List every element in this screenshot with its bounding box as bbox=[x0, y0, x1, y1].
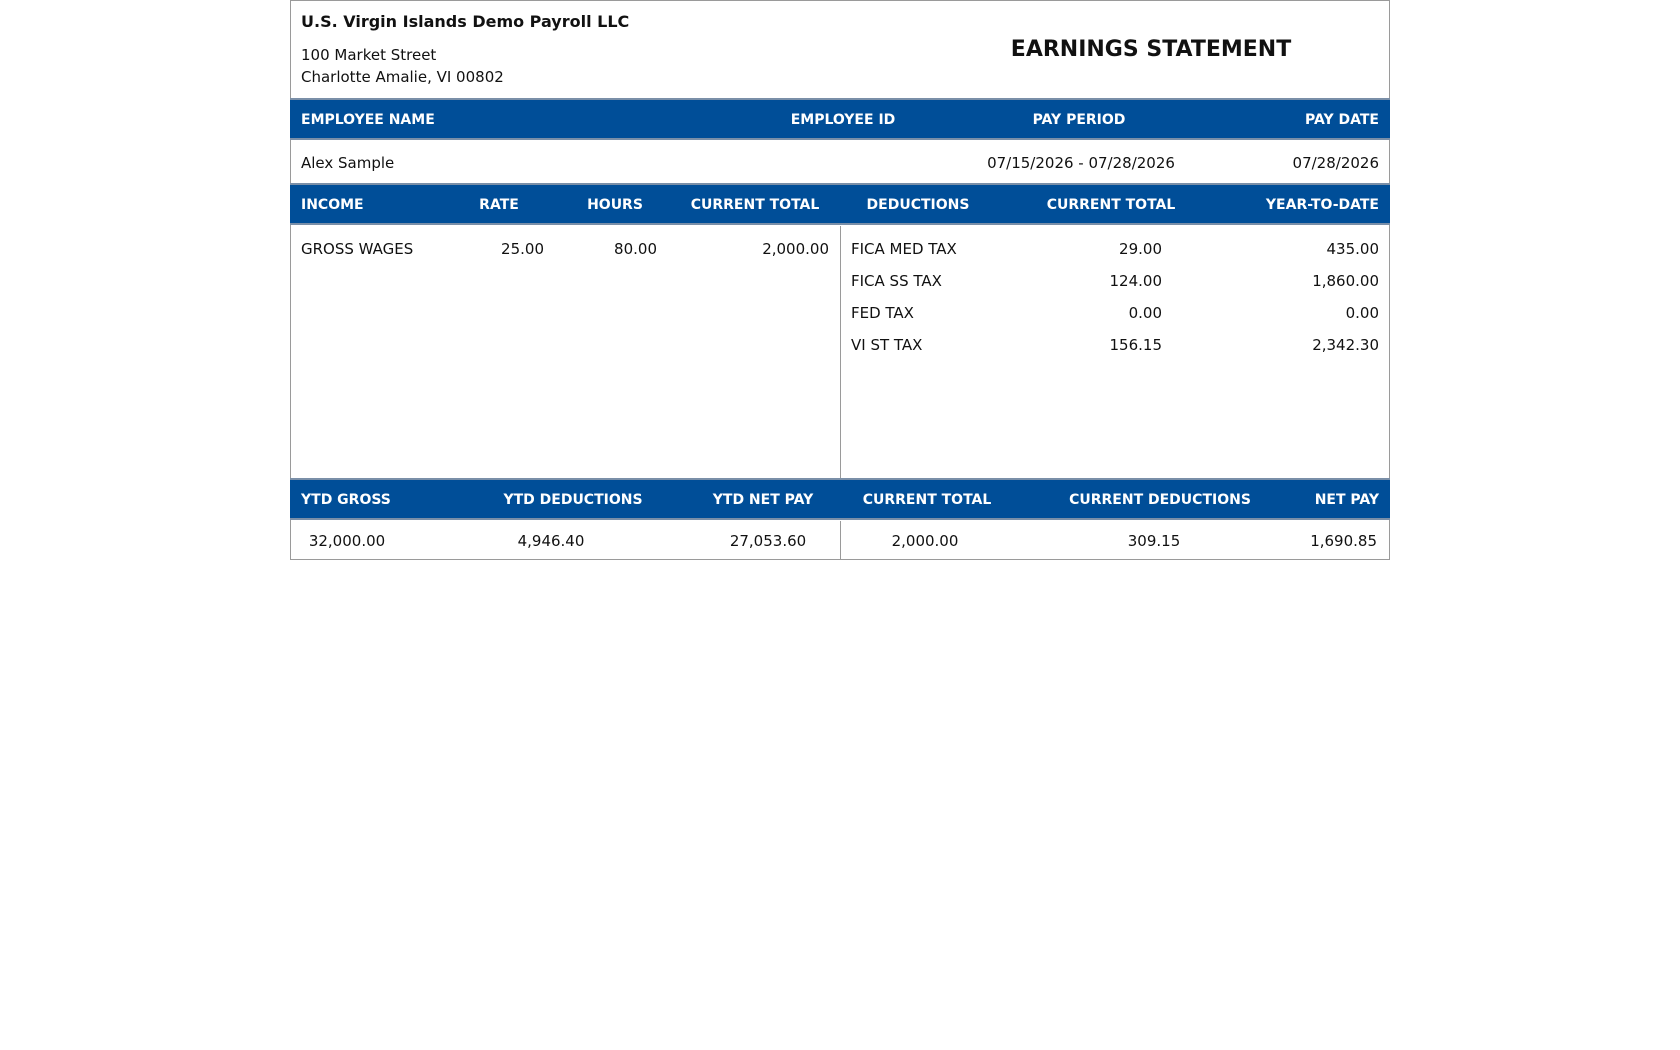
deduction-item: VI ST TAX bbox=[851, 336, 923, 354]
deduction-current: 156.15 bbox=[1109, 336, 1163, 354]
column-header: YTD NET PAY bbox=[712, 492, 814, 508]
header-band bbox=[290, 478, 1390, 520]
column-header: RATE bbox=[479, 197, 519, 213]
column-header: CURRENT TOTAL bbox=[690, 197, 820, 213]
deduction-ytd: 2,342.30 bbox=[1312, 336, 1379, 354]
deduction-current: 29.00 bbox=[1119, 240, 1162, 258]
income-rate: 25.00 bbox=[501, 240, 544, 258]
pay-period: 07/15/2026 - 07/28/2026 bbox=[987, 154, 1175, 172]
income-hours: 80.00 bbox=[614, 240, 657, 258]
deduction-ytd: 435.00 bbox=[1326, 240, 1380, 258]
pay-date: 07/28/2026 bbox=[1292, 154, 1379, 172]
column-header: INCOME bbox=[301, 197, 364, 213]
column-header: YTD GROSS bbox=[301, 492, 391, 508]
column-header: PAY PERIOD bbox=[1032, 112, 1126, 128]
divider bbox=[840, 226, 841, 478]
column-header: EMPLOYEE ID bbox=[790, 112, 896, 128]
statement-border bbox=[290, 0, 1390, 560]
deduction-item: FICA MED TAX bbox=[851, 240, 957, 258]
divider bbox=[840, 521, 841, 559]
deduction-current: 0.00 bbox=[1128, 304, 1162, 322]
title: EARNINGS STATEMENT bbox=[1010, 37, 1292, 62]
column-header: DEDUCTIONS bbox=[866, 197, 970, 213]
summary-value: 1,690.85 bbox=[1310, 532, 1377, 550]
summary-value: 27,053.60 bbox=[729, 532, 807, 550]
header-band bbox=[290, 98, 1390, 140]
column-header: YEAR-TO-DATE bbox=[1265, 197, 1379, 213]
column-header: CURRENT TOTAL bbox=[1046, 197, 1176, 213]
summary-value: 2,000.00 bbox=[891, 532, 959, 550]
deduction-ytd: 0.00 bbox=[1345, 304, 1379, 322]
column-header: YTD DEDUCTIONS bbox=[503, 492, 643, 508]
column-header: CURRENT TOTAL bbox=[862, 492, 992, 508]
column-header: HOURS bbox=[587, 197, 643, 213]
employee-name: Alex Sample bbox=[301, 154, 395, 172]
column-header: CURRENT DEDUCTIONS bbox=[1069, 492, 1251, 508]
company: U.S. Virgin Islands Demo Payroll LLC bbox=[301, 12, 630, 31]
deduction-ytd: 1,860.00 bbox=[1312, 272, 1379, 290]
header-band bbox=[290, 183, 1390, 225]
income-total: 2,000.00 bbox=[762, 240, 829, 258]
summary-value: 309.15 bbox=[1127, 532, 1181, 550]
deduction-current: 124.00 bbox=[1109, 272, 1163, 290]
deduction-item: FED TAX bbox=[851, 304, 914, 322]
column-header: EMPLOYEE NAME bbox=[301, 112, 435, 128]
column-header: PAY DATE bbox=[1305, 112, 1379, 128]
summary-value: 32,000.00 bbox=[308, 532, 386, 550]
column-header: NET PAY bbox=[1314, 492, 1379, 508]
summary-value: 4,946.40 bbox=[517, 532, 585, 550]
address: 100 Market Street bbox=[301, 46, 437, 64]
address: Charlotte Amalie, VI 00802 bbox=[301, 68, 504, 86]
income-item: GROSS WAGES bbox=[301, 240, 414, 258]
deduction-item: FICA SS TAX bbox=[851, 272, 942, 290]
